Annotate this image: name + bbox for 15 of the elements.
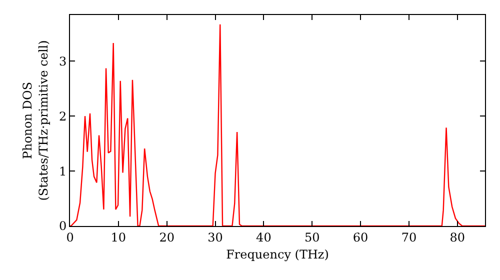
x-tick-label: 40 [256, 230, 272, 244]
x-tick-label: 30 [208, 230, 223, 244]
x-tick-label: 80 [450, 230, 466, 244]
x-tick-label: 70 [401, 230, 417, 244]
x-axis-title: Frequency (THz) [226, 247, 329, 262]
y-axis-title: Phonon DOS (States/THz·primitive cell) [20, 40, 50, 201]
y-tick-label: 1 [58, 164, 67, 178]
x-tick-label: 20 [159, 230, 174, 244]
y-tick-label: 2 [58, 109, 67, 124]
x-tick-label: 60 [352, 230, 368, 244]
y-tick-label: 3 [58, 54, 67, 68]
line-series [70, 24, 485, 226]
x-tick-label: 50 [304, 230, 320, 244]
y-tick-label: 0 [58, 219, 67, 234]
x-tick-label: 10 [110, 230, 126, 244]
